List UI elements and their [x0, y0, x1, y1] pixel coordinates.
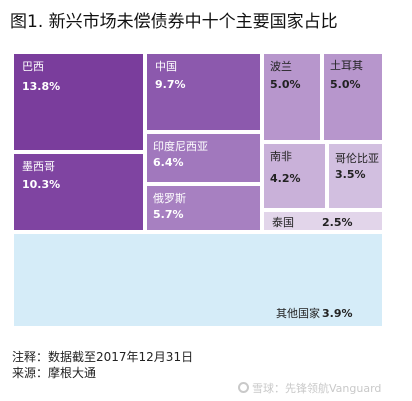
treemap-tile-1: 巴西 13.8%: [12, 52, 145, 152]
treemap-tile-6: 波兰 5.0%: [262, 52, 322, 142]
tile-value: 10.3%: [22, 178, 61, 191]
chart-title: 图1. 新兴市场未偿债券中十个主要国家占比: [10, 12, 338, 32]
tile-value: 3.9%: [322, 307, 353, 320]
tile-value: 5.7%: [153, 208, 184, 221]
tile-name: 中国: [155, 60, 177, 73]
tile-name: 哥伦比亚: [335, 152, 379, 165]
snowball-logo-icon: [238, 382, 249, 393]
tile-name: 波兰: [270, 60, 292, 73]
tile-name: 其他国家: [276, 307, 320, 320]
treemap-tile-2: 墨西哥 10.3%: [12, 152, 145, 232]
source-note: 来源：摩根大通: [12, 366, 97, 380]
treemap-tile-9: 哥伦比亚 3.5%: [327, 142, 384, 210]
tile-name: 印度尼西亚: [153, 140, 208, 153]
treemap-tile-3: 中国 9.7%: [145, 52, 262, 132]
tile-value: 3.5%: [335, 168, 366, 181]
treemap-tile-11: 其他国家 3.9%: [12, 232, 384, 328]
treemap-tile-5: 俄罗斯 5.7%: [145, 184, 262, 232]
treemap-tile-10: 泰国 2.5%: [262, 210, 384, 232]
tile-value: 4.2%: [270, 172, 301, 185]
tile-value: 13.8%: [22, 80, 61, 93]
tile-value: 6.4%: [153, 156, 184, 169]
tile-value: 5.0%: [270, 78, 301, 91]
footnote: 注释：数据截至2017年12月31日: [12, 350, 194, 364]
tile-name: 泰国: [272, 216, 294, 229]
tile-value: 5.0%: [330, 78, 361, 91]
tile-value: 9.7%: [155, 78, 186, 91]
tile-value: 2.5%: [322, 216, 353, 229]
treemap-tile-4: 印度尼西亚 6.4%: [145, 132, 262, 184]
tile-name: 巴西: [22, 60, 44, 73]
tile-name: 土耳其: [330, 59, 363, 72]
treemap-chart: 巴西 13.8% 墨西哥 10.3% 中国 9.7% 印度尼西亚 6.4% 俄罗斯 5.7% 波兰 5…: [12, 52, 384, 328]
tile-name: 俄罗斯: [153, 192, 186, 205]
tile-name: 南非: [270, 150, 292, 163]
treemap-tile-8: 南非 4.2%: [262, 142, 327, 210]
tile-name: 墨西哥: [22, 160, 55, 173]
treemap-tile-7: 土耳其 5.0%: [322, 52, 384, 142]
watermark: 雪球：先锋领航Vanguard: [238, 380, 381, 396]
